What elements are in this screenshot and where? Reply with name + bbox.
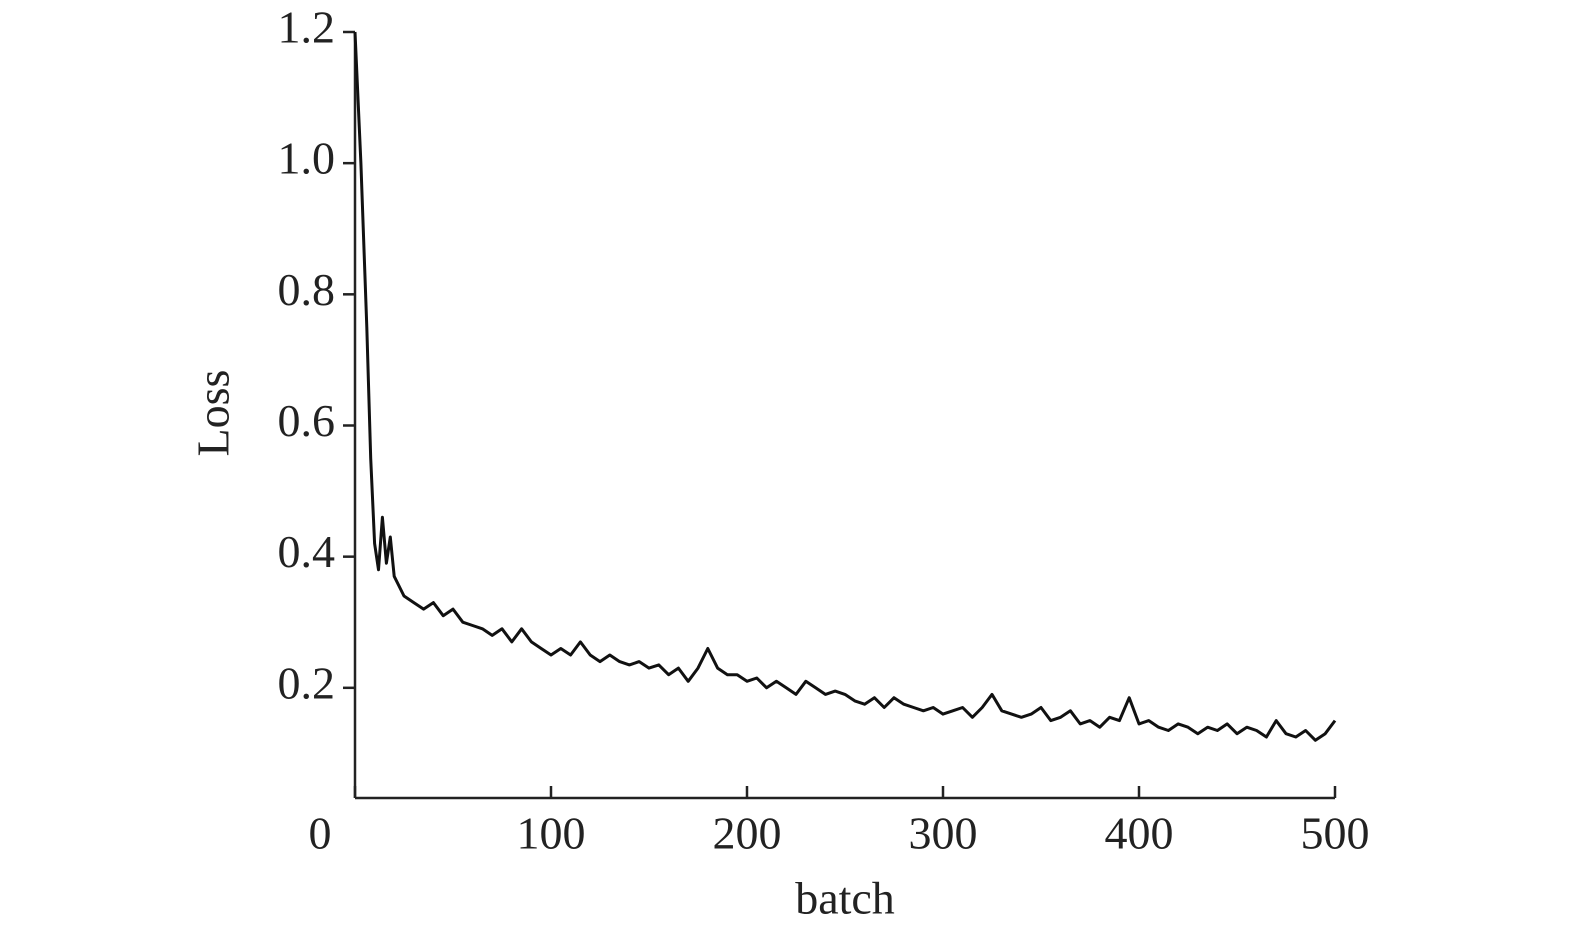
y-tick-label: 0.6: [278, 395, 336, 446]
y-axis-label: Loss: [188, 370, 239, 457]
y-tick-label: 1.2: [278, 2, 336, 53]
y-tick-label: 0.8: [278, 264, 336, 315]
loss-line: [353, 31, 1337, 742]
x-tick-label: 400: [1105, 808, 1174, 859]
x-tick-label: 500: [1301, 808, 1370, 859]
x-tick-label: 200: [713, 808, 782, 859]
y-tick-label: 0.2: [278, 657, 336, 708]
x-axis-label: batch: [795, 873, 895, 924]
y-tick-label: 1.0: [278, 133, 336, 184]
y-tick-label: 0.4: [278, 526, 336, 577]
x-tick-label: 100: [517, 808, 586, 859]
x-tick-label: 0: [309, 808, 332, 859]
x-tick-label: 300: [909, 808, 978, 859]
